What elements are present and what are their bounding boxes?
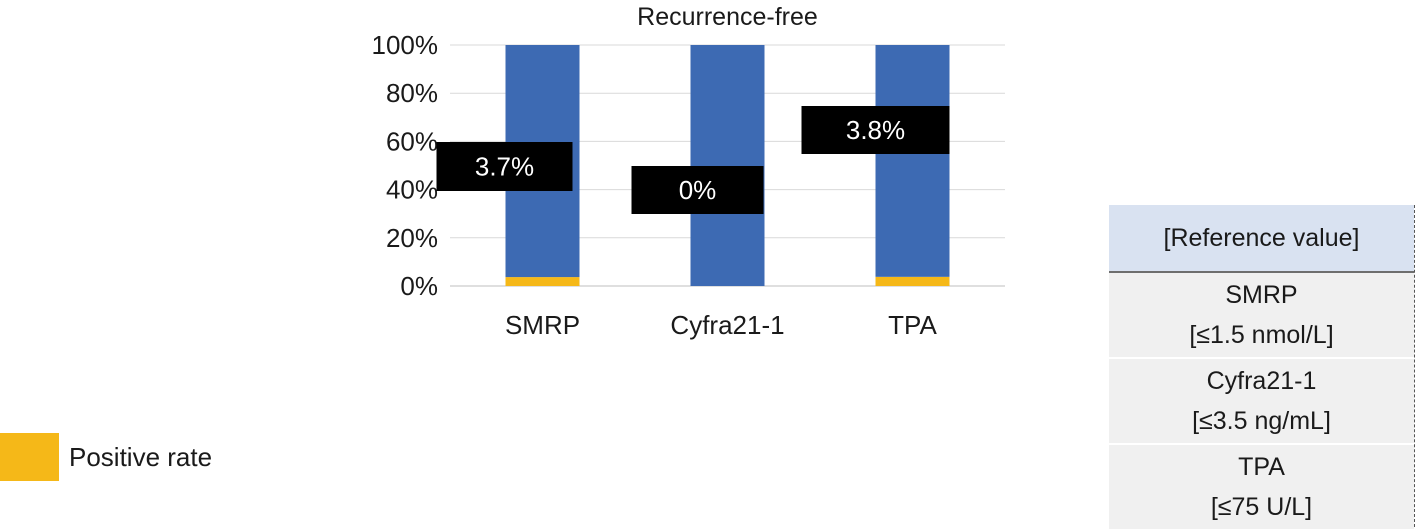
bar-chart: 0% 20% 40% 60% 80% 100% Recurrence-free SMRP Cyf… [372,3,1005,340]
y-tick-label: 100% [372,30,439,60]
y-tick-label: 40% [386,175,438,205]
bar-positive-rate [505,277,580,286]
x-category-label: SMRP [505,310,580,340]
data-label: 3.8% [846,115,905,145]
reference-marker-value: [≤75 U/L] [1210,493,1313,521]
legend-swatch [0,433,59,481]
bar-remainder [875,45,950,277]
bar-positive-rate [875,276,950,286]
chart-title: Recurrence-free [637,3,818,31]
y-tick-label: 80% [386,78,438,108]
x-category-label: TPA [888,310,937,340]
reference-table-header: [Reference value] [1109,205,1414,273]
data-label-box [631,166,764,214]
y-tick-label: 20% [386,223,438,253]
reference-marker-value: [≤3.5 ng/mL] [1192,407,1331,435]
legend-label: Positive rate [69,441,213,472]
legend: Positive rate [0,433,212,481]
reference-marker-name: Cyfra21-1 [1206,367,1317,395]
data-label: 0% [679,175,717,205]
y-tick-label: 0% [400,271,438,301]
data-label-box [436,142,573,191]
reference-value-table: [Reference value] SMRP [≤1.5 nmol/L] Cyf… [1109,205,1415,529]
x-category-label: Cyfra21-1 [670,310,784,340]
reference-row-cyfra21-1: Cyfra21-1 [≤3.5 ng/mL] [1109,359,1414,445]
data-label: 3.7% [475,152,534,182]
reference-marker-name: SMRP [1225,281,1298,309]
reference-marker-name: TPA [1238,453,1285,481]
bar-remainder [690,45,765,286]
data-label-box [801,106,950,154]
reference-marker-value: [≤1.5 nmol/L] [1189,321,1334,349]
y-tick-label: 60% [386,126,438,156]
reference-row-smrp: SMRP [≤1.5 nmol/L] [1109,273,1414,359]
reference-row-tpa: TPA [≤75 U/L] [1109,445,1414,529]
